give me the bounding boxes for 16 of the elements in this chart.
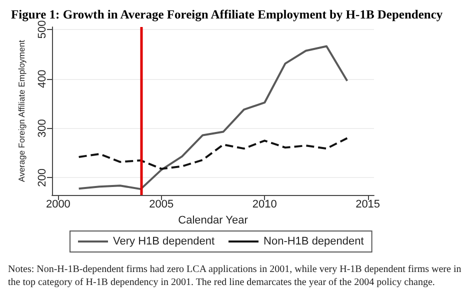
legend-label: Non-H1B dependent bbox=[264, 236, 364, 248]
y-tick-label: 300 bbox=[36, 119, 48, 138]
line-series bbox=[78, 45, 348, 190]
chart-title: Figure 1: Growth in Average Foreign Affiliate Employment by H-1B Dependency bbox=[11, 8, 444, 22]
y-tick-label: 500 bbox=[36, 20, 48, 39]
x-tick-label: 2010 bbox=[252, 198, 277, 210]
y-axis-title: Average Foreign Affiliate Employment bbox=[16, 39, 26, 182]
x-axis-title: Calendar Year bbox=[178, 214, 248, 226]
text: Notes: Non-H-1B-dependent firms had zero LCA applications in 2001, while very H-1B dependent firms were in the top category of H-1B dependency in 2001. The red line demarcates the year of the 2004 policy change. bbox=[8, 264, 464, 288]
y-tick-label: 400 bbox=[36, 70, 48, 88]
y-tick-label: 200 bbox=[36, 168, 48, 187]
x-tick-label: 2000 bbox=[46, 198, 70, 210]
legend-label: Very H1B dependent bbox=[113, 236, 215, 248]
x-tick-label: 2005 bbox=[149, 198, 174, 210]
line-series bbox=[78, 137, 348, 170]
x-tick-label: 2015 bbox=[356, 198, 380, 210]
